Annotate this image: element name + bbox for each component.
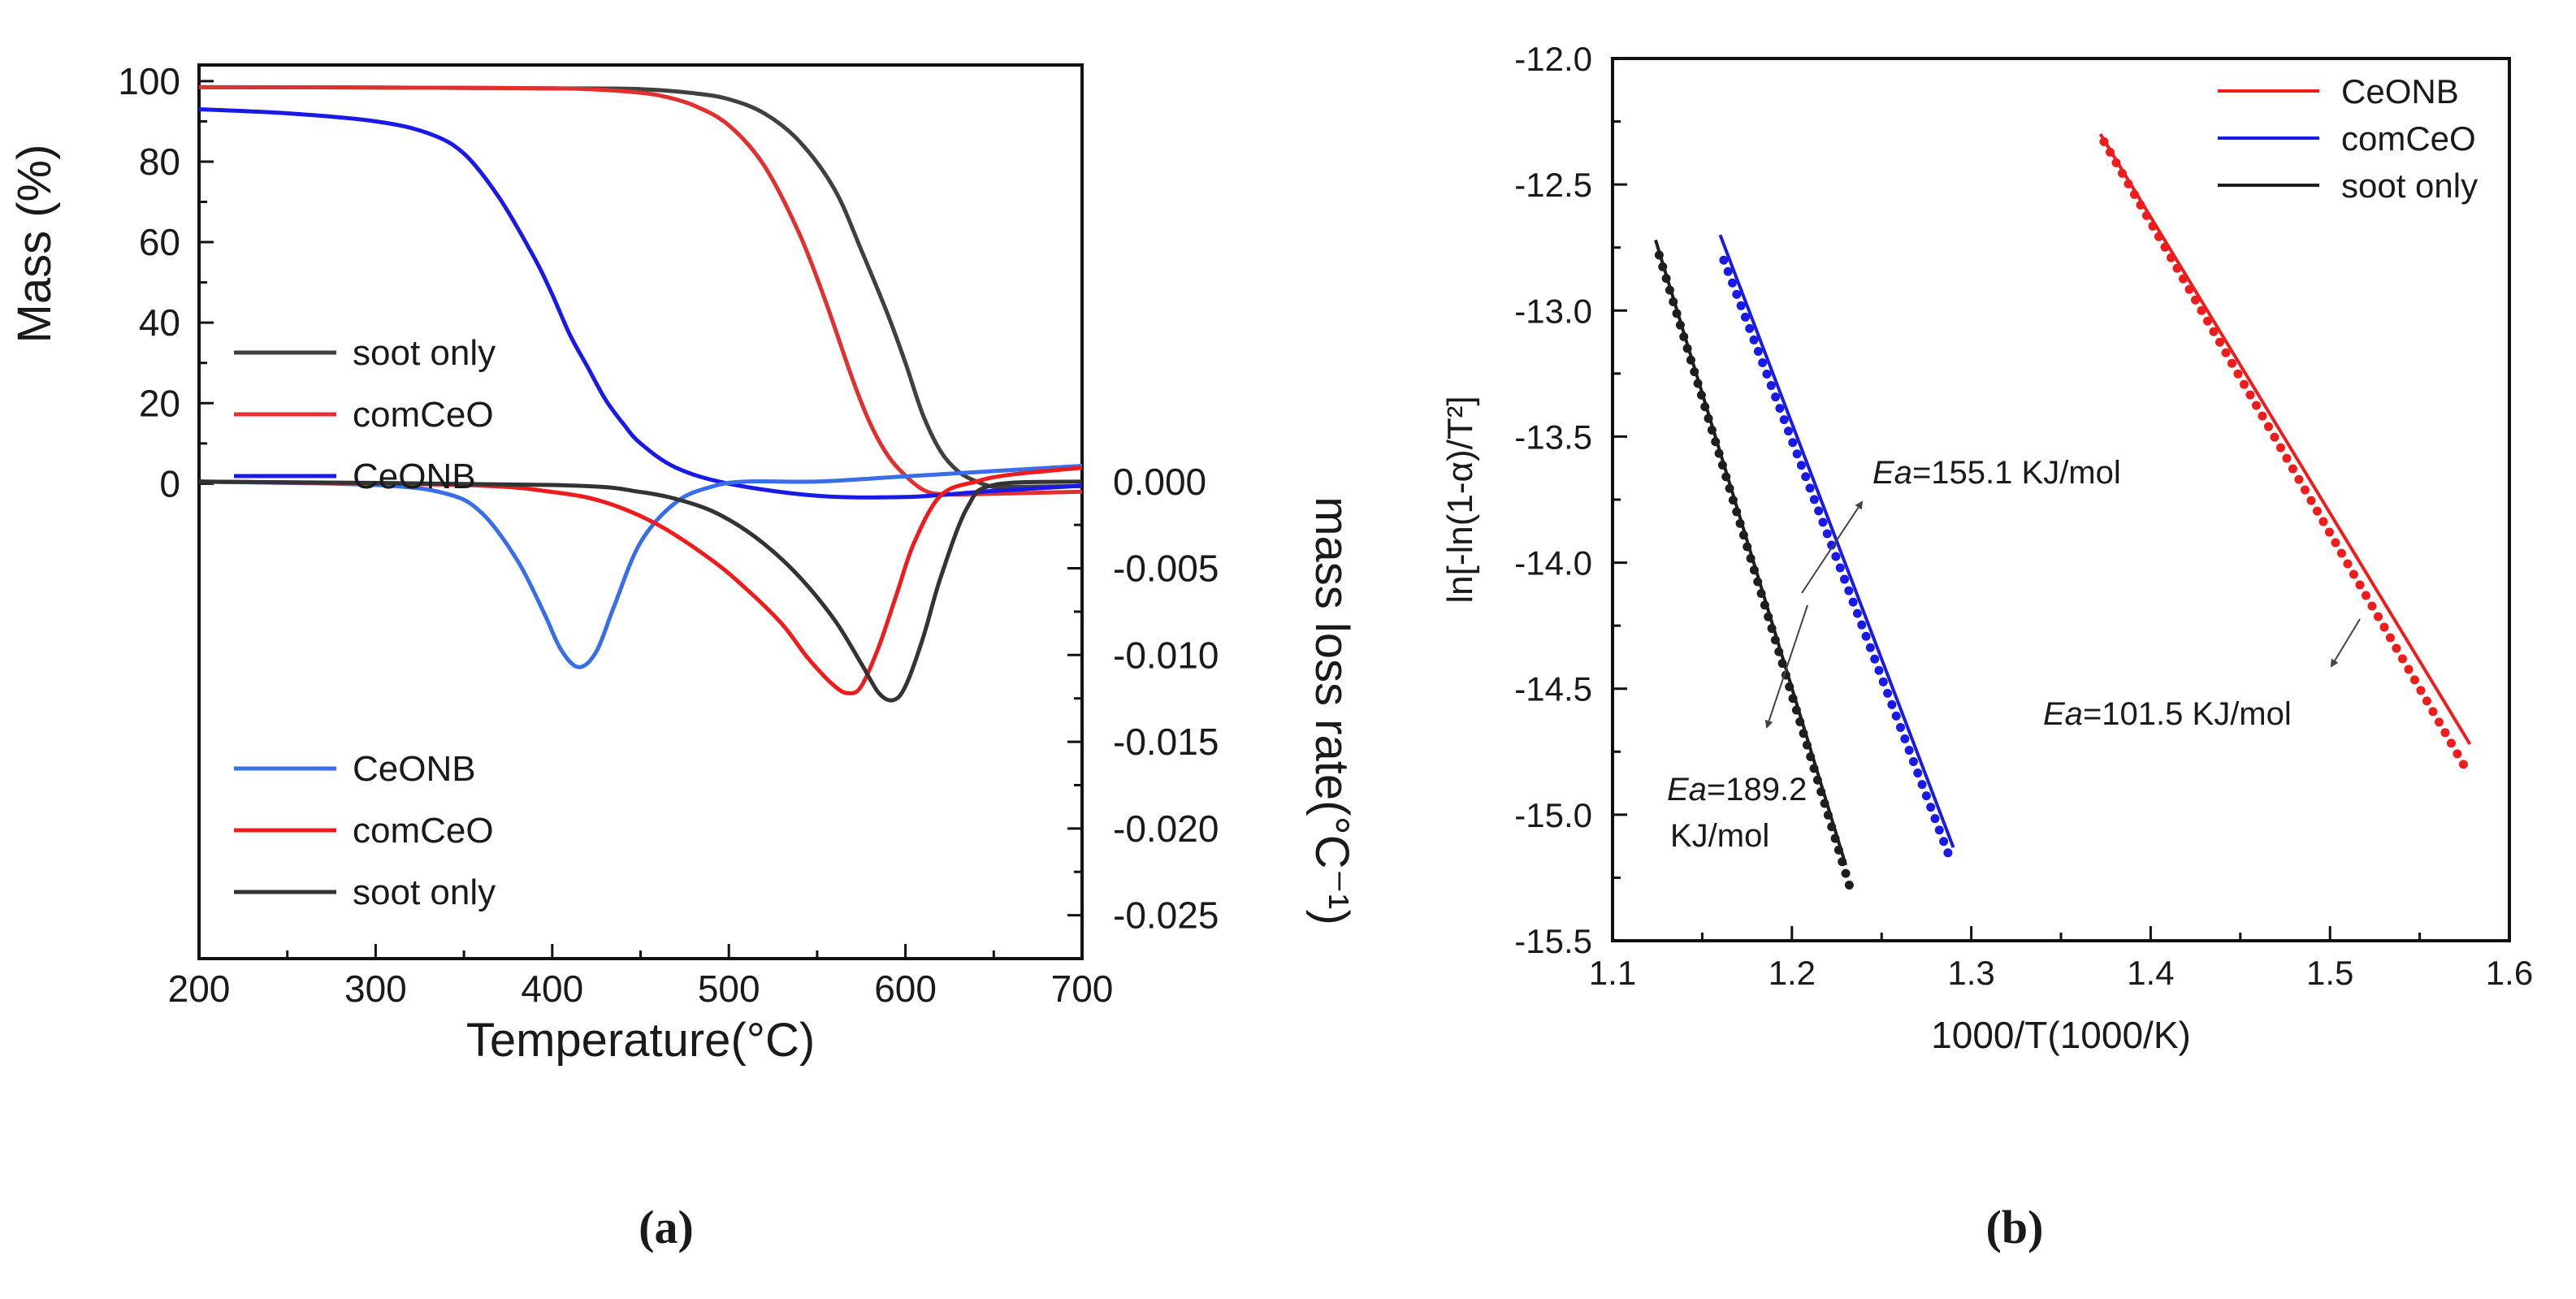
y-tick-label-b: -14.0 xyxy=(1514,544,1592,582)
mass-curve-ceonb xyxy=(199,107,1082,500)
x-axis-title-a: Temperature(°C) xyxy=(466,1014,815,1067)
rate-curve-ceonb xyxy=(199,464,1082,669)
legend-label-mass: CeONB xyxy=(353,457,476,496)
y-tick-label-rate: -0.005 xyxy=(1113,548,1219,590)
data-points-comceo xyxy=(1719,255,1955,863)
legend-label-b: CeONB xyxy=(2341,72,2459,110)
y-tick-label-b: -12.0 xyxy=(1514,40,1592,78)
annotation-arrow-comceo xyxy=(1801,500,1864,594)
y-tick-label-rate: -0.010 xyxy=(1113,634,1219,676)
y-tick-label-b: -13.0 xyxy=(1514,292,1592,330)
y-tick-label-b: -15.5 xyxy=(1514,922,1592,960)
panel-a-plot-area xyxy=(199,84,1082,703)
y-tick-label-mass: 0 xyxy=(159,462,180,504)
annotation-arrow-soot xyxy=(1764,604,1808,729)
y-tick-label-rate: 0.000 xyxy=(1113,461,1206,503)
y-axis-title-rate: mass loss rate(°C⁻¹) xyxy=(1305,496,1358,925)
data-points-ceonb xyxy=(2099,136,2471,774)
caption-a: (a) xyxy=(639,1201,694,1254)
x-tick-label-b: 1.3 xyxy=(1947,954,1994,992)
y-tick-label-mass: 40 xyxy=(139,301,180,344)
y-tick-label-b: -12.5 xyxy=(1514,166,1592,204)
y-tick-label-b: -13.5 xyxy=(1514,418,1592,456)
x-tick-label-a: 400 xyxy=(521,968,583,1010)
x-tick-label-a: 500 xyxy=(698,968,760,1010)
y-tick-label-rate: -0.025 xyxy=(1113,894,1219,937)
rate-curve-soot-only xyxy=(199,479,1082,703)
x-tick-label-b: 1.6 xyxy=(2486,954,2533,992)
mass-curve-soot-only xyxy=(199,84,1082,490)
annotation-ea-comceo: Ea=155.1 KJ/mol xyxy=(1872,455,2121,491)
legend-label-mass: comCeO xyxy=(353,395,494,435)
legend-label-b: soot only xyxy=(2341,167,2478,205)
y-tick-label-mass: 80 xyxy=(139,141,180,183)
legend-label-rate: comCeO xyxy=(353,811,494,851)
x-tick-label-b: 1.1 xyxy=(1589,954,1636,992)
y-tick-label-mass: 20 xyxy=(139,382,180,424)
annotation-ea-soot-unit: KJ/mol xyxy=(1670,818,1769,854)
panel-a-frame xyxy=(197,63,1084,960)
mass-curve-comceo xyxy=(199,84,1082,497)
annotation-arrow-ceonb xyxy=(2330,618,2361,668)
x-tick-label-a: 300 xyxy=(344,968,407,1010)
y-tick-label-mass: 60 xyxy=(139,221,180,263)
caption-b: (b) xyxy=(1986,1201,2044,1254)
legend-label-rate: CeONB xyxy=(353,749,476,789)
y-tick-label-mass: 100 xyxy=(118,60,180,102)
rate-curve-comceo xyxy=(199,465,1082,695)
annotation-ea-ceonb: Ea=101.5 KJ/mol xyxy=(2043,696,2292,732)
y-tick-label-b: -15.0 xyxy=(1514,796,1592,834)
legend-label-mass: soot only xyxy=(353,333,496,373)
y-tick-label-rate: -0.015 xyxy=(1113,721,1219,763)
x-tick-label-b: 1.4 xyxy=(2127,954,2174,992)
y-axis-title-b: ln[-ln(1-α)/T²] xyxy=(1440,396,1480,603)
x-tick-label-b: 1.2 xyxy=(1769,954,1816,992)
x-tick-label-a: 700 xyxy=(1051,968,1114,1010)
legend-label-b: comCeO xyxy=(2341,119,2476,158)
fit-line-ceonb xyxy=(2098,133,2472,746)
fit-line-soot-only xyxy=(1654,239,1847,866)
x-tick-label-b: 1.5 xyxy=(2306,954,2353,992)
legend-label-rate: soot only xyxy=(353,872,496,912)
annotation-ea-soot: Ea=189.2 xyxy=(1667,772,1807,808)
y-tick-label-b: -14.5 xyxy=(1514,670,1592,708)
y-axis-title-mass: Mass (%) xyxy=(8,145,61,344)
x-tick-label-a: 600 xyxy=(874,968,937,1010)
y-tick-label-rate: -0.020 xyxy=(1113,808,1219,850)
x-tick-label-a: 200 xyxy=(168,968,231,1010)
x-axis-title-b: 1000/T(1000/K) xyxy=(1931,1014,2191,1056)
